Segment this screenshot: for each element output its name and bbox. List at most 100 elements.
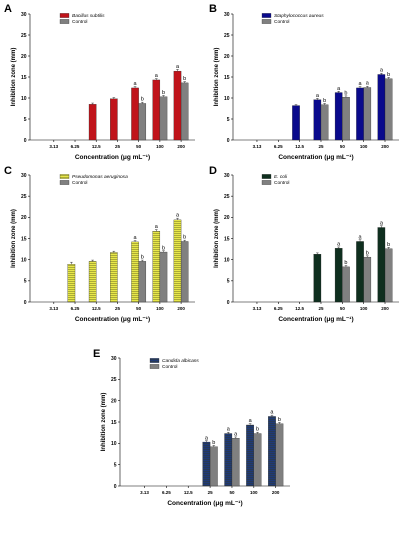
x-tick-label: 200 <box>381 144 389 149</box>
bar <box>334 92 343 141</box>
x-tick-label: 6.25 <box>71 306 80 311</box>
y-tick-label: 0 <box>114 484 117 490</box>
significance-label: a <box>134 81 138 87</box>
significance-label: b <box>212 440 215 446</box>
significance-label: b <box>141 97 144 103</box>
x-tick-label: 6.25 <box>274 306 283 311</box>
legend-label: E. coli <box>274 174 288 180</box>
significance-label: b <box>183 235 186 241</box>
bar <box>246 424 254 487</box>
legend-label: Staphylococcus aureus <box>274 13 324 19</box>
x-tick-label: 100 <box>360 144 368 149</box>
bar <box>209 446 218 487</box>
y-tick-label: 20 <box>224 54 230 60</box>
x-tick-label: 25 <box>318 144 324 149</box>
x-tick-label: 12.5 <box>295 144 304 149</box>
panel-letter: E <box>93 348 100 360</box>
y-tick-label: 25 <box>224 33 230 39</box>
y-tick-label: 25 <box>111 377 117 383</box>
bar <box>88 104 97 141</box>
y-tick-label: 25 <box>21 33 27 39</box>
y-tick-label: 0 <box>227 300 230 306</box>
y-tick-label: 10 <box>21 257 27 263</box>
legend-label: Control <box>162 364 177 370</box>
legend-swatch <box>149 364 160 369</box>
y-tick-label: 15 <box>21 75 27 81</box>
x-axis-label: Concentration (μg mL⁻¹) <box>278 154 353 161</box>
bar <box>356 87 364 141</box>
significance-label: a <box>337 241 341 247</box>
y-tick-label: 30 <box>224 12 230 18</box>
bar <box>356 241 364 303</box>
y-tick-label: 20 <box>111 398 117 404</box>
x-tick-label: 12.5 <box>295 306 304 311</box>
x-axis-label: Concentration (μg mL⁻¹) <box>167 500 242 507</box>
bar <box>152 79 161 141</box>
y-axis-label: Inhibition zone (mm) <box>11 48 17 107</box>
significance-label: b <box>344 260 347 266</box>
significance-label: a <box>205 435 209 441</box>
bar <box>110 252 118 303</box>
y-tick-label: 15 <box>21 236 27 242</box>
y-tick-label: 30 <box>224 173 230 179</box>
y-axis-label: Inhibition zone (mm) <box>214 209 220 268</box>
x-axis-label: Concentration (μg mL⁻¹) <box>278 316 353 323</box>
bar <box>334 248 343 303</box>
significance-label: b <box>387 242 390 248</box>
significance-label: a <box>270 410 274 416</box>
y-tick-label: 0 <box>24 138 27 144</box>
legend-swatch <box>149 358 160 363</box>
bar <box>131 87 139 141</box>
y-tick-label: 10 <box>224 96 230 102</box>
x-tick-label: 200 <box>177 306 185 311</box>
significance-label: a <box>359 81 363 87</box>
y-tick-label: 30 <box>21 12 27 18</box>
panel-letter: C <box>4 165 12 177</box>
y-tick-label: 5 <box>227 117 230 123</box>
y-tick-label: 0 <box>227 138 230 144</box>
significance-label: a <box>234 431 238 437</box>
bar <box>363 87 372 141</box>
bar <box>377 227 386 303</box>
panel-a: A 0 5 10 15 20 25 30 Inhibition zone (mm) 3.13 6.2… <box>4 3 195 161</box>
y-tick-label: 20 <box>21 54 27 60</box>
x-tick-label: 100 <box>360 306 368 311</box>
legend-label: Control <box>72 180 87 186</box>
bar <box>180 82 189 141</box>
bar <box>320 104 329 141</box>
x-tick-label: 100 <box>156 144 164 149</box>
bar <box>159 251 168 303</box>
bar <box>180 241 189 303</box>
legend-swatch <box>261 13 272 18</box>
x-tick-label: 200 <box>177 144 185 149</box>
x-tick-label: 100 <box>250 490 258 495</box>
bar <box>253 433 262 487</box>
y-tick-label: 25 <box>224 194 230 200</box>
significance-label: a <box>155 224 159 230</box>
significance-label: b <box>344 90 347 96</box>
y-tick-label: 5 <box>114 462 117 468</box>
x-tick-label: 200 <box>381 306 389 311</box>
bar <box>313 254 322 303</box>
x-tick-label: 6.25 <box>274 144 283 149</box>
legend-label: Bacillus subtilis <box>72 13 105 19</box>
significance-label: b <box>162 245 165 251</box>
bar <box>159 96 168 141</box>
bar <box>138 103 147 141</box>
y-tick-label: 10 <box>224 257 230 263</box>
bar <box>67 264 76 303</box>
y-tick-label: 30 <box>111 356 117 362</box>
x-tick-label: 200 <box>272 490 280 495</box>
panel-b: B 0 5 10 15 20 25 30 Inhibition zone (mm) 3.13 6.2… <box>209 3 399 161</box>
bar <box>275 423 284 487</box>
legend-label: Control <box>72 19 87 25</box>
bar <box>138 261 147 303</box>
y-tick-label: 25 <box>21 194 27 200</box>
significance-label: b <box>387 72 390 78</box>
x-tick-label: 12.5 <box>92 306 101 311</box>
significance-label: a <box>359 234 363 240</box>
bar <box>377 74 386 141</box>
y-tick-label: 20 <box>224 215 230 221</box>
y-tick-label: 15 <box>224 75 230 81</box>
panel-letter: D <box>209 165 217 177</box>
